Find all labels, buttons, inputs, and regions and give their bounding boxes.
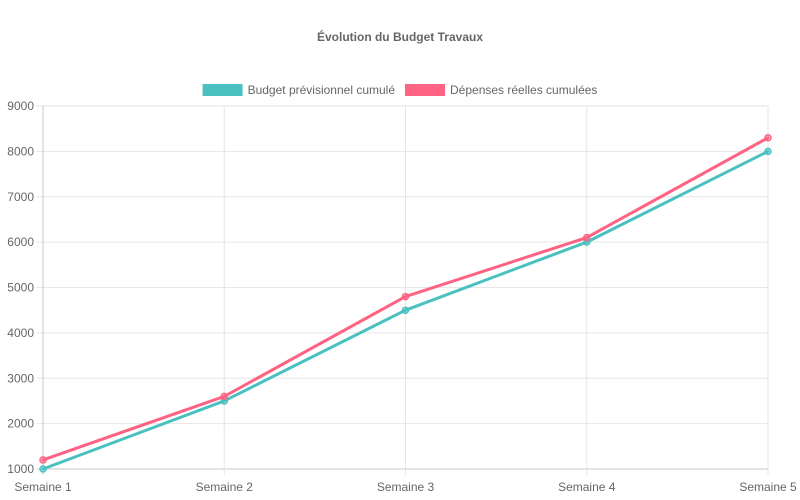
chart-title: Évolution du Budget Travaux bbox=[317, 29, 483, 44]
y-tick-label: 5000 bbox=[7, 281, 34, 295]
data-point[interactable] bbox=[583, 233, 591, 242]
x-tick-label: Semaine 5 bbox=[739, 480, 797, 494]
legend: Budget prévisionnel cumulé Dépenses réell… bbox=[202, 83, 597, 97]
legend-label: Dépenses réelles cumulées bbox=[450, 83, 597, 97]
y-tick-label: 9000 bbox=[7, 99, 34, 113]
x-tick-label: Semaine 3 bbox=[377, 480, 435, 494]
legend-swatch bbox=[202, 84, 243, 96]
y-tick-label: 7000 bbox=[7, 190, 34, 204]
series bbox=[39, 134, 772, 473]
y-tick-label: 3000 bbox=[7, 371, 34, 385]
x-tick-label: Semaine 2 bbox=[196, 480, 254, 494]
data-point[interactable] bbox=[764, 134, 772, 142]
y-tick-label: 4000 bbox=[7, 326, 34, 340]
legend-swatch bbox=[405, 84, 445, 96]
y-tick-label: 2000 bbox=[7, 417, 34, 431]
x-tick-label: Semaine 4 bbox=[558, 480, 616, 494]
axes: 1000 2000 3000 4000 5000 6000 7000 8000 9000 Sema… bbox=[7, 99, 797, 494]
series-2 bbox=[39, 134, 772, 464]
series-line bbox=[41, 136, 770, 462]
series-1 bbox=[39, 147, 772, 473]
grid bbox=[37, 105, 769, 475]
data-point[interactable] bbox=[39, 465, 47, 473]
legend-label: Budget prévisionnel cumulé bbox=[248, 83, 396, 97]
series-line bbox=[41, 149, 770, 471]
y-tick-label: 8000 bbox=[7, 144, 34, 158]
y-tick-label: 1000 bbox=[7, 462, 34, 476]
data-point[interactable] bbox=[401, 306, 410, 314]
data-point[interactable] bbox=[764, 147, 772, 156]
data-point[interactable] bbox=[39, 456, 47, 464]
legend-item[interactable]: Dépenses réelles cumulées bbox=[405, 83, 597, 97]
y-tick-label: 6000 bbox=[7, 235, 34, 249]
data-point[interactable] bbox=[220, 392, 228, 401]
legend-item[interactable]: Budget prévisionnel cumulé bbox=[202, 83, 396, 97]
data-point[interactable] bbox=[401, 292, 410, 301]
x-tick-label: Semaine 1 bbox=[14, 480, 72, 494]
